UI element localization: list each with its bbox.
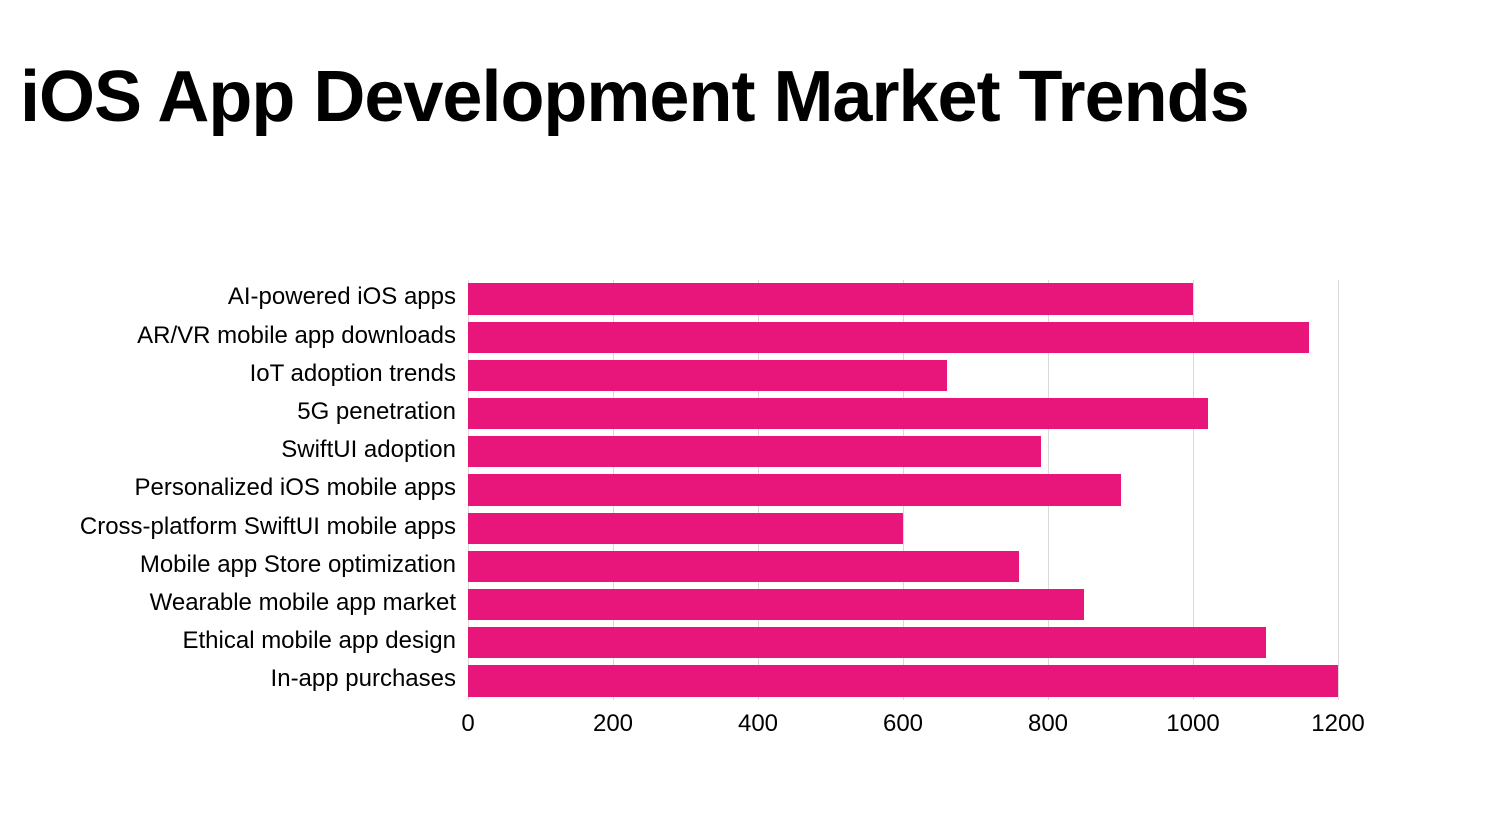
x-axis-label: 800 [1028, 710, 1068, 738]
y-axis-label: 5G penetration [297, 398, 456, 426]
y-axis-label: Personalized iOS mobile apps [134, 474, 456, 502]
y-axis-label: Ethical mobile app design [182, 627, 456, 655]
y-axis-label: SwiftUI adoption [281, 436, 456, 464]
bar [468, 627, 1266, 658]
x-axis-label: 1200 [1311, 710, 1364, 738]
y-axis-label: AR/VR mobile app downloads [137, 322, 456, 350]
bar [468, 589, 1084, 620]
y-axis-label: IoT adoption trends [250, 360, 456, 388]
y-axis-label: Mobile app Store optimization [140, 551, 456, 579]
bar [468, 436, 1041, 467]
y-axis-label: AI-powered iOS apps [228, 283, 456, 311]
bar [468, 398, 1208, 429]
bar [468, 322, 1309, 353]
bar [468, 513, 903, 544]
bar [468, 360, 947, 391]
bar [468, 551, 1019, 582]
y-axis-label: In-app purchases [271, 665, 456, 693]
plot-area [468, 280, 1338, 700]
gridline [1338, 280, 1339, 700]
x-axis-label: 0 [461, 710, 474, 738]
y-axis-label: Cross-platform SwiftUI mobile apps [80, 513, 456, 541]
y-axis-label: Wearable mobile app market [150, 589, 456, 617]
bar [468, 665, 1338, 696]
x-axis-label: 200 [593, 710, 633, 738]
x-axis-label: 600 [883, 710, 923, 738]
x-axis-label: 400 [738, 710, 778, 738]
page-root: iOS App Development Market Trends AI-pow… [0, 0, 1488, 837]
bar [468, 474, 1121, 505]
bar [468, 283, 1193, 314]
chart-area: AI-powered iOS apps AR/VR mobile app down… [0, 0, 1488, 837]
x-axis-label: 1000 [1166, 710, 1219, 738]
